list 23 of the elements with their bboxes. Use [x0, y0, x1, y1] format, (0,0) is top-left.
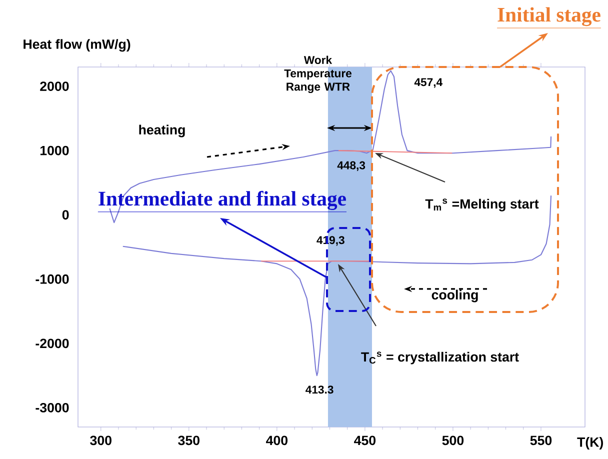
x-tick-label: 500	[442, 436, 464, 446]
annotation: cooling	[432, 290, 478, 302]
annotation: T$_{C}$$^{s}$ = crystallization start	[361, 352, 519, 364]
band-label: Work Temperature Range WTR	[284, 56, 352, 93]
x-tick-label: 350	[178, 436, 200, 446]
x-tick-label: 550	[530, 436, 552, 446]
x-tick-label: 300	[90, 436, 112, 446]
y-tick-label: -3000	[36, 402, 69, 412]
y-tick-label: 2000	[40, 82, 69, 91]
y-tick-label: -2000	[36, 338, 69, 348]
x-axis-title: T(K)	[577, 437, 603, 450]
y-tick-label: -1000	[36, 274, 69, 284]
annotation: 448,3	[337, 161, 366, 171]
annotation: T$_{m}$$^{s}$ =Melting start	[425, 198, 539, 212]
y-tick-label: 1000	[40, 146, 69, 156]
y-axis-title: Heat flow (mW/g)	[24, 39, 130, 52]
annotation: 413.3	[306, 386, 334, 394]
y-tick-label: 0	[62, 210, 69, 220]
x-tick-label: 450	[354, 436, 376, 446]
text: Initial stage	[498, 7, 600, 26]
annotation: 457,4	[414, 78, 443, 88]
annotation: heating	[139, 124, 185, 138]
x-tick-label: 400	[266, 436, 288, 446]
